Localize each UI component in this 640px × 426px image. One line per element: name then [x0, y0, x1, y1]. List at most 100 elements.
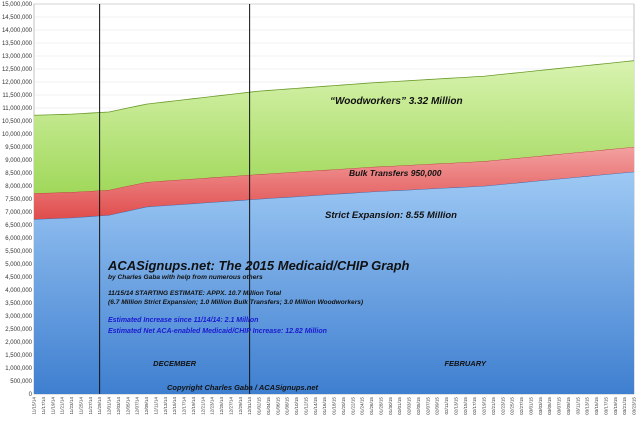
x-tick-label: 03/15/15 [594, 397, 599, 415]
x-tick-label: 12/07/14 [135, 397, 140, 415]
x-tick-label: 02/07/15 [425, 397, 430, 415]
x-tick-label: 01/18/15 [332, 397, 337, 415]
x-tick-label: 12/05/14 [125, 397, 130, 415]
y-tick-label: 5,500,000 [5, 249, 32, 255]
x-tick-label: 03/03/15 [538, 397, 543, 415]
x-tick-label: 01/14/15 [313, 397, 318, 415]
starting-breakdown-note: (6.7 Million Strict Expansion; 1.0 Milli… [108, 299, 363, 306]
x-tick-label: 12/19/14 [191, 397, 196, 415]
x-tick-label: 03/13/15 [585, 397, 590, 415]
month-label-group: DECEMBER FEBRUARY [153, 359, 487, 368]
edge-woodworkers [33, 60, 635, 116]
x-tick-label: 02/21/15 [491, 397, 496, 415]
x-tick-label: 01/16/15 [322, 397, 327, 415]
area-series-group [33, 60, 635, 394]
woodworkers-label: “Woodworkers” 3.32 Million [330, 96, 463, 107]
bulk-transfers-label: Bulk Transfers 950,000 [349, 168, 442, 178]
y-tick-label: 10,000,000 [2, 132, 33, 138]
y-axis-tick-group: 0 500,000 1,000,000 1,500,000 2,000,000 2,500… [2, 2, 33, 398]
x-tick-label: 02/23/15 [500, 397, 505, 415]
x-tick-label: 11/23/14 [69, 397, 74, 415]
y-tick-label: 11,500,000 [2, 93, 32, 99]
x-tick-label: 02/19/15 [482, 397, 487, 415]
month-label: DECEMBER [153, 359, 197, 368]
y-tick-label: 0 [29, 392, 33, 398]
x-tick-label: 01/22/15 [350, 397, 355, 415]
area-bulk-transfers [34, 147, 634, 220]
x-tick-label: 02/27/15 [519, 397, 524, 415]
y-tick-label: 6,000,000 [5, 236, 32, 242]
y-tick-label: 9,000,000 [5, 158, 32, 164]
x-tick-label: 12/31/14 [247, 397, 252, 415]
x-tick-label: 02/13/15 [453, 397, 458, 415]
x-tick-label: 01/02/15 [257, 397, 262, 415]
x-tick-label: 01/20/15 [341, 397, 346, 415]
x-tick-label: 01/12/15 [303, 397, 308, 415]
y-tick-label: 15,000,000 [2, 2, 33, 8]
y-tick-label: 7,500,000 [5, 197, 32, 203]
x-tick-label: 11/15/14 [32, 397, 37, 415]
x-tick-label: 03/07/15 [557, 397, 562, 415]
month-label: FEBRUARY [444, 359, 487, 368]
x-tick-label: 11/25/14 [78, 397, 83, 415]
x-tick-label: 12/01/14 [107, 397, 112, 415]
y-tick-label: 2,500,000 [5, 327, 32, 333]
y-tick-label: 12,500,000 [2, 67, 33, 73]
x-tick-label: 11/27/14 [88, 397, 93, 415]
x-tick-label: 01/24/15 [360, 397, 365, 415]
x-tick-label: 03/23/15 [632, 397, 637, 415]
area-woodworkers [34, 60, 634, 194]
x-tick-label: 11/21/14 [60, 397, 65, 415]
y-tick-label: 1,500,000 [5, 353, 32, 359]
x-tick-label: 02/01/15 [397, 397, 402, 415]
y-tick-label: 13,500,000 [2, 41, 33, 47]
y-tick-label: 3,500,000 [5, 301, 32, 307]
x-tick-label: 12/17/14 [182, 397, 187, 415]
x-tick-label: 03/01/15 [528, 397, 533, 415]
x-tick-label: 02/25/15 [510, 397, 515, 415]
copyright-label: Copyright Charles Gaba / ACASignups.net [167, 383, 318, 392]
x-tick-label: 03/21/15 [622, 397, 627, 415]
x-tick-label: 12/13/14 [163, 397, 168, 415]
starting-estimate-note: 11/15/14 STARTING ESTIMATE: APPX. 10.7 M… [108, 290, 281, 297]
net-increase-note: Estimated Net ACA-enabled Medicaid/CHIP … [108, 328, 327, 335]
x-tick-label: 12/15/14 [172, 397, 177, 415]
x-tick-label: 02/09/15 [435, 397, 440, 415]
x-tick-label: 11/17/14 [41, 397, 46, 415]
x-tick-label: 01/26/15 [369, 397, 374, 415]
y-tick-label: 4,500,000 [5, 275, 32, 281]
y-tick-label: 8,500,000 [5, 171, 32, 177]
y-tick-label: 3,000,000 [5, 314, 32, 320]
x-tick-label: 12/29/14 [238, 397, 243, 415]
x-tick-label: 03/09/15 [566, 397, 571, 415]
x-tick-label: 01/04/15 [266, 397, 271, 415]
y-tick-label: 6,500,000 [5, 223, 32, 229]
x-tick-label: 01/08/15 [285, 397, 290, 415]
x-tick-label: 01/10/15 [294, 397, 299, 415]
chart-title: ACASignups.net: The 2015 Medicaid/CHIP G… [107, 258, 410, 273]
x-tick-label: 02/15/15 [463, 397, 468, 415]
x-tick-label: 01/30/15 [388, 397, 393, 415]
chart-subtitle: by Charles Gaba with help from numerous … [108, 274, 263, 281]
y-tick-label: 4,000,000 [5, 288, 32, 294]
area-strict-expansion [34, 171, 634, 394]
x-tick-label: 11/19/14 [50, 397, 55, 415]
x-tick-label: 03/11/15 [575, 397, 580, 415]
y-tick-label: 13,000,000 [2, 54, 33, 60]
x-tick-label: 12/03/14 [116, 397, 121, 415]
y-tick-label: 9,500,000 [5, 145, 32, 151]
estimated-increase-note: Estimated Increase since 11/14/14: 2.1 M… [108, 317, 258, 324]
y-tick-label: 10,500,000 [2, 119, 33, 125]
x-tick-label: 02/03/15 [407, 397, 412, 415]
x-tick-label: 02/17/15 [472, 397, 477, 415]
y-tick-label: 14,500,000 [2, 15, 33, 21]
edge-bulk-transfers [33, 146, 635, 194]
month-divider-group [99, 4, 251, 394]
y-tick-label: 14,000,000 [2, 28, 33, 34]
x-tick-label: 12/09/14 [144, 397, 149, 415]
x-tick-label: 12/23/14 [210, 397, 215, 415]
x-tick-label: 03/05/15 [547, 397, 552, 415]
y-tick-label: 7,000,000 [5, 210, 32, 216]
